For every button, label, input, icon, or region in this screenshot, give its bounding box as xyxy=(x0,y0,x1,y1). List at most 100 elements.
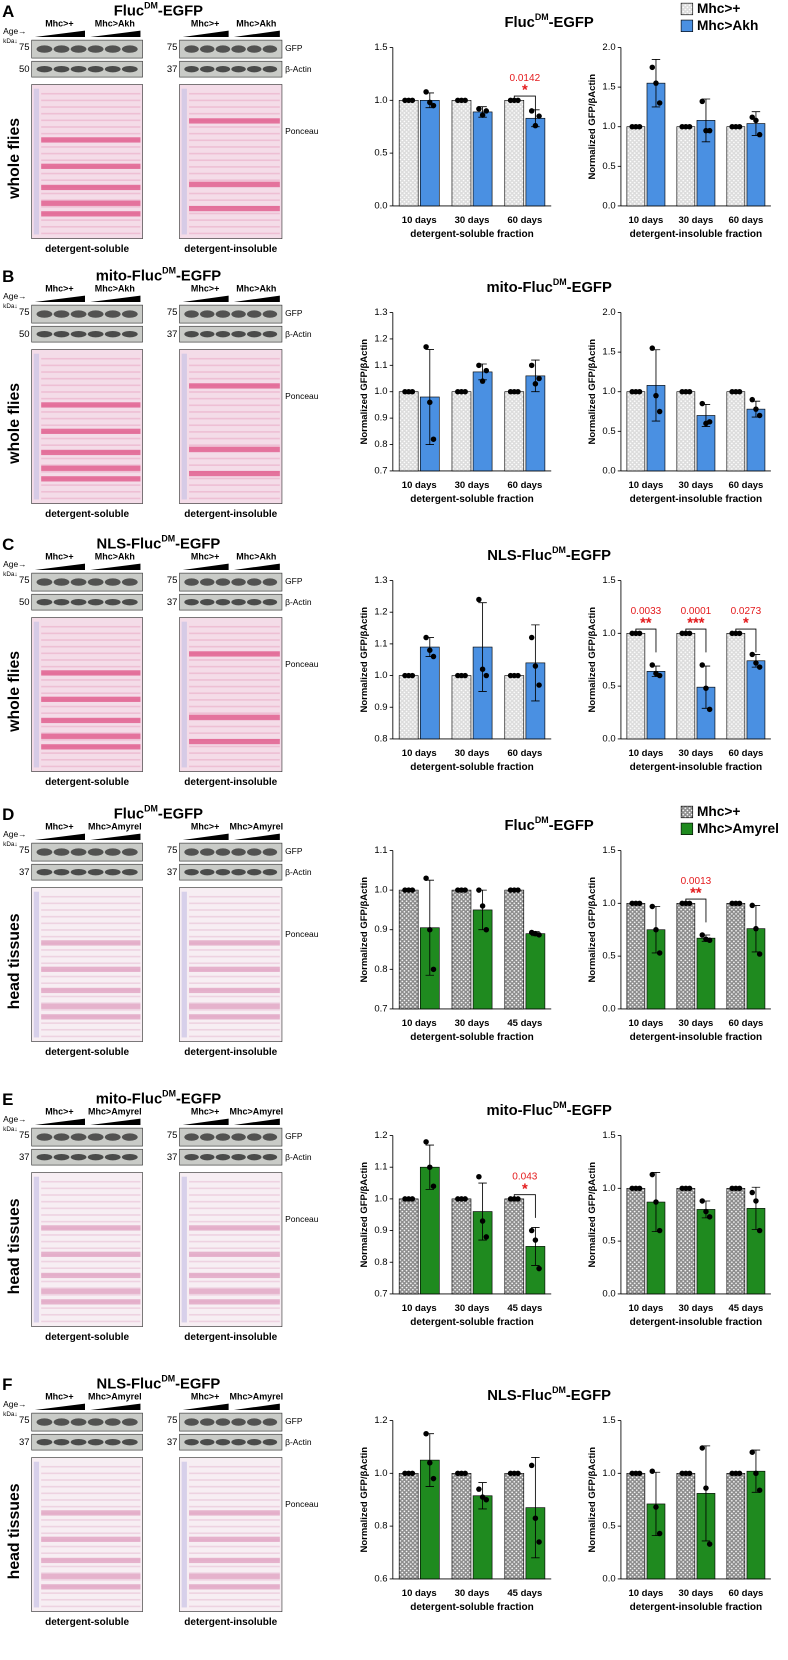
blot-strip xyxy=(179,863,283,881)
data-point xyxy=(699,400,706,407)
ponceau-band xyxy=(189,437,280,440)
data-point xyxy=(476,887,482,893)
ponceau-band xyxy=(189,672,280,675)
blot-band xyxy=(262,1439,278,1446)
data-point xyxy=(423,875,429,881)
x-tick-label: 10 days xyxy=(402,1588,437,1599)
y-tick-label: 0.8 xyxy=(374,1257,387,1268)
data-point xyxy=(532,1237,539,1243)
y-tick-label: 1.1 xyxy=(374,360,387,371)
ladder xyxy=(181,1461,187,1608)
x-axis-label: detergent-insoluble fraction xyxy=(630,1602,762,1613)
ponceau-band xyxy=(189,126,280,128)
ponceau-band xyxy=(41,1598,141,1601)
kda-label: kDa↓ xyxy=(3,1411,17,1418)
blot-band xyxy=(87,45,104,53)
y-tick-label: 1.0 xyxy=(602,898,615,909)
data-point xyxy=(753,117,759,124)
ponceau-band xyxy=(189,1220,280,1223)
data-point xyxy=(706,1541,713,1547)
x-tick-label: 60 days xyxy=(728,1588,763,1599)
x-tick-label: 10 days xyxy=(628,1303,663,1314)
blot-band xyxy=(247,45,262,53)
blot-strip xyxy=(31,1127,143,1147)
ponceau-band xyxy=(189,92,280,95)
data-point xyxy=(653,926,659,933)
data-point xyxy=(686,123,693,130)
tissue-label: whole flies xyxy=(6,651,23,733)
y-tick-label: 1.5 xyxy=(602,347,615,358)
ponceau-band xyxy=(189,1320,280,1323)
data-point xyxy=(699,1445,706,1451)
age-wedge xyxy=(34,295,86,302)
ponceau-band xyxy=(189,106,280,108)
x-tick-label: 30 days xyxy=(455,1303,490,1314)
blot-band xyxy=(262,331,278,338)
blot-strip xyxy=(31,842,143,862)
y-tick-label: 0.8 xyxy=(374,964,387,975)
title-rest: -EGFP xyxy=(176,1092,221,1108)
y-axis-label: Normalized GFP/βActin xyxy=(587,1162,598,1268)
ponceau-band xyxy=(41,465,141,471)
blot-band xyxy=(262,848,278,856)
blot-band xyxy=(36,310,53,318)
stars: * xyxy=(522,83,528,99)
p-value: 0.043 xyxy=(512,1171,537,1182)
age-wedge xyxy=(34,1403,86,1410)
ponceau-band xyxy=(189,1557,280,1564)
blot-band xyxy=(121,310,138,318)
y-tick-label: 0.0 xyxy=(602,1288,615,1299)
ponceau-band xyxy=(189,1014,280,1020)
ponceau-band xyxy=(189,139,280,142)
blot-band xyxy=(104,45,121,53)
ponceau-band xyxy=(41,106,141,108)
genotype-label: Mhc>Akh xyxy=(95,284,135,294)
x-axis-label: detergent-soluble fraction xyxy=(410,1602,534,1613)
ponceau-band xyxy=(189,895,280,898)
ponceau-band xyxy=(41,685,141,688)
title-sup: DM xyxy=(535,815,549,825)
tissue-label: head tissues xyxy=(6,1483,23,1579)
band-label: Ponceau xyxy=(285,929,319,939)
x-tick-label: 10 days xyxy=(402,215,437,226)
y-tick-label: 0.0 xyxy=(602,1573,615,1584)
blot-band xyxy=(184,848,199,856)
data-point xyxy=(649,64,656,71)
x-tick-label: 45 days xyxy=(728,1303,763,1314)
data-point xyxy=(653,1199,659,1205)
ponceau-band xyxy=(189,712,280,714)
data-point xyxy=(749,651,755,658)
bar xyxy=(626,1188,646,1295)
ponceau-band xyxy=(41,152,141,155)
ponceau-band xyxy=(189,915,280,918)
ponceau-band xyxy=(189,975,280,978)
fraction-label: detergent-soluble xyxy=(45,1332,129,1343)
ponceau-band xyxy=(41,696,141,702)
bar xyxy=(451,675,472,740)
ponceau-band xyxy=(41,1251,141,1257)
ponceau-band xyxy=(189,632,280,635)
data-point xyxy=(462,388,468,395)
ponceau-band xyxy=(41,1288,141,1294)
y-tick-label: 1.1 xyxy=(374,1162,387,1173)
title-rest: -EGFP xyxy=(175,1377,220,1393)
title-base: mito-Fluc xyxy=(486,280,552,296)
panel-letter: D xyxy=(2,805,14,824)
data-point xyxy=(536,375,542,382)
blot-band xyxy=(87,1133,104,1141)
panel-title: FlucDM-EGFP xyxy=(114,1,203,20)
ponceau-band xyxy=(189,1294,280,1296)
ponceau-band xyxy=(41,712,141,714)
y-tick-label: 2.0 xyxy=(602,42,615,53)
ponceau-band xyxy=(189,940,280,946)
ponceau-band xyxy=(189,1003,280,1009)
blot-band xyxy=(184,1133,199,1141)
blot-band xyxy=(121,45,138,53)
genotype-label: Mhc>+ xyxy=(191,1107,219,1117)
title-rest: -EGFP xyxy=(567,280,612,296)
genotype-label: Mhc>+ xyxy=(191,1392,219,1402)
mw-marker: 75 xyxy=(167,42,178,53)
ponceau-band xyxy=(41,497,141,500)
data-point xyxy=(636,900,643,907)
blot-band xyxy=(70,331,87,338)
